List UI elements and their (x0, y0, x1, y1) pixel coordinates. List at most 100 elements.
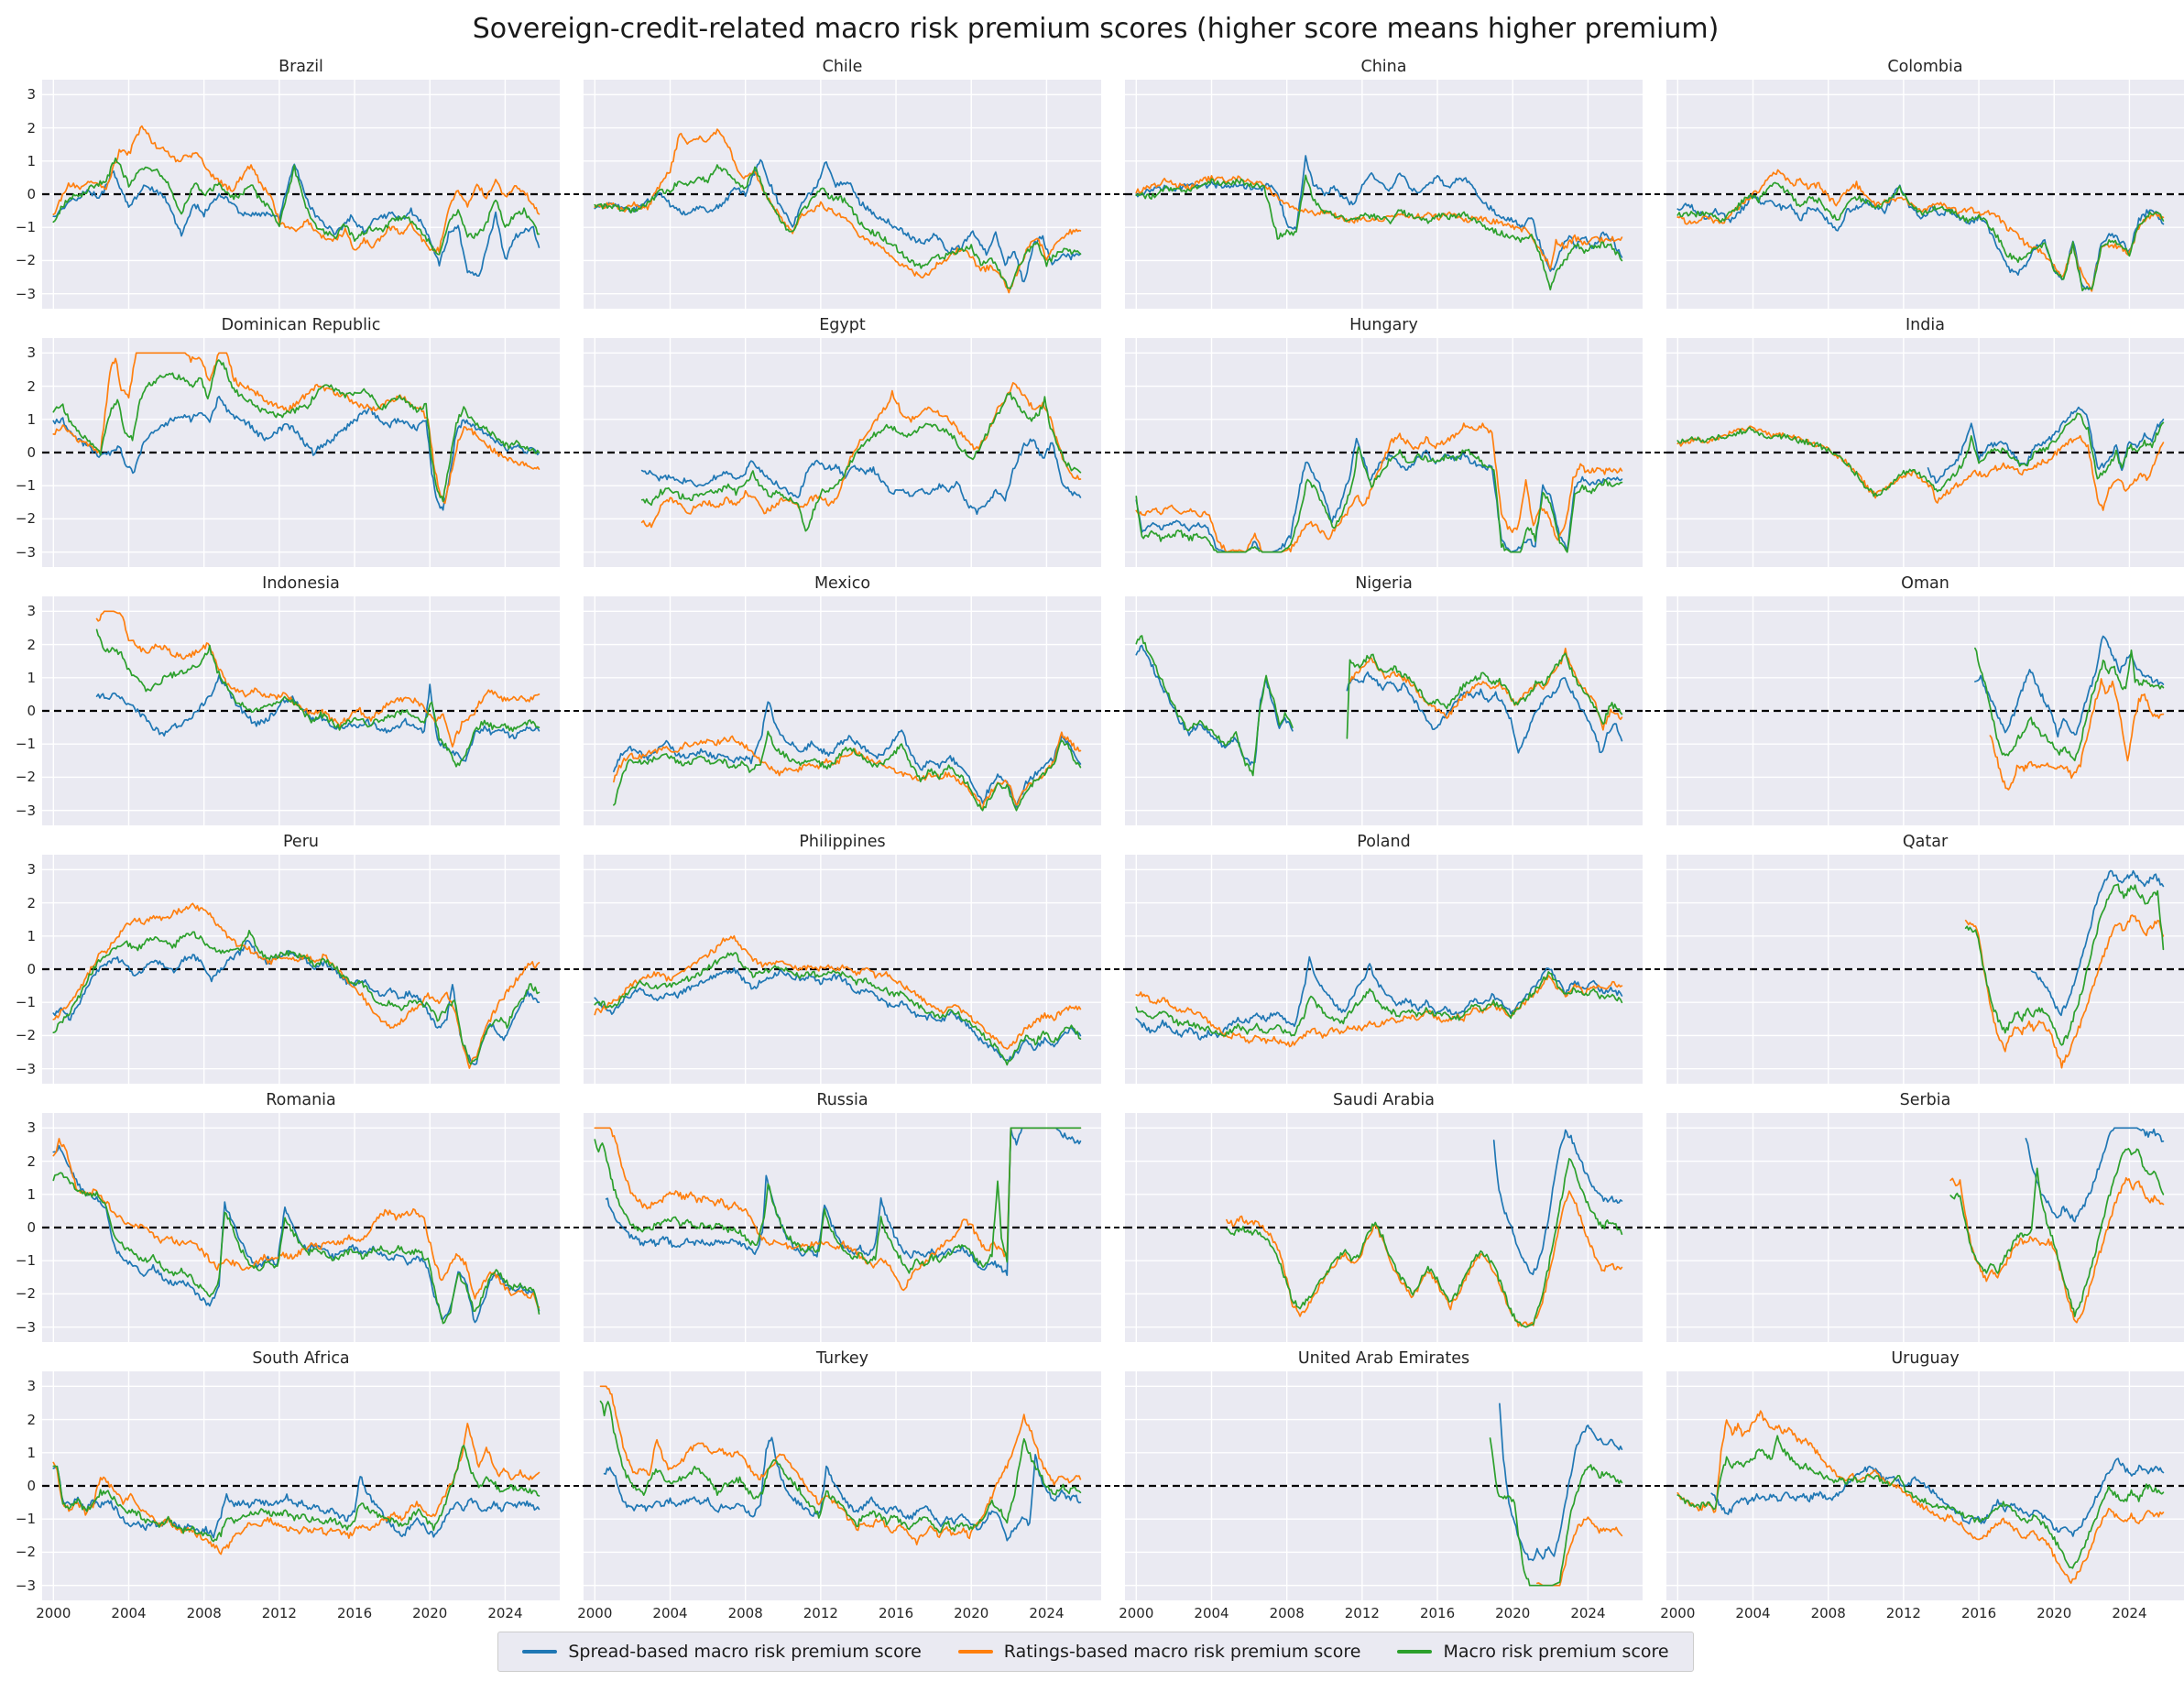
subplot-united-arab-emirates: United Arab Emirates 2000 2004 2008 2012 2016… (1119, 1348, 1643, 1624)
subplot-colombia: Colombia (1666, 56, 2184, 309)
series-line-spread (52, 1465, 541, 1539)
subplot-title: Mexico (814, 574, 871, 593)
y-tick-label: 1 (27, 152, 36, 169)
y-tick-label: −2 (15, 1544, 36, 1561)
zero-line-row-overlay (42, 1485, 2182, 1487)
x-tick-label: 2016 (878, 1605, 914, 1621)
subplot-title: Hungary (1349, 316, 1418, 334)
x-tick-label: 2020 (2037, 1605, 2072, 1621)
y-tick-label: 2 (27, 1152, 36, 1170)
plot-area-dominican-republic (42, 338, 560, 567)
y-tick-label: 2 (27, 1411, 36, 1428)
y-tick-label: −2 (15, 1027, 36, 1044)
series-line-spread (52, 395, 541, 511)
plot-area-oman (1666, 596, 2184, 825)
series-line-ratings (613, 731, 1082, 810)
subplot-row-5: 3 2 1 0 −1 −2 −3 Romania Russia Saudi Arabia Serbi… (7, 1089, 2184, 1342)
y-tick-label: −1 (15, 477, 36, 495)
series-line-spread (1135, 955, 1623, 1041)
legend: Spread-based macro risk premium score Ra… (7, 1632, 2184, 1681)
legend-label-macro: Macro risk premium score (1443, 1642, 1669, 1662)
subplot-mexico: Mexico (584, 573, 1101, 825)
legend-line-macro-icon (1397, 1650, 1433, 1654)
subplot-romania: Romania (42, 1089, 560, 1342)
legend-box: Spread-based macro risk premium score Ra… (497, 1632, 1694, 1672)
y-tick-label: 0 (27, 444, 36, 461)
plot-area-poland (1125, 855, 1643, 1084)
x-tick-label: 2008 (1269, 1605, 1305, 1621)
series-line-spread (1499, 1403, 1623, 1562)
subplot-title: Nigeria (1355, 574, 1413, 593)
series-line-spread (603, 1436, 1082, 1542)
y-tick-label: 3 (27, 344, 36, 362)
series-line-macro (1135, 446, 1623, 553)
series-line-macro (594, 1127, 1082, 1274)
zero-line-row-overlay (42, 968, 2182, 970)
zero-line-row-overlay (42, 710, 2182, 712)
y-tick-label: 0 (27, 961, 36, 977)
subplot-russia: Russia (584, 1089, 1101, 1342)
subplot-serbia: Serbia (1666, 1089, 2184, 1342)
y-tick-label: 3 (27, 86, 36, 104)
series-line-macro (52, 359, 541, 503)
series-line-macro (1974, 647, 2165, 762)
subplot-turkey: Turkey 2000 2004 2008 2012 2016 2020 2024 (577, 1348, 1101, 1624)
x-tick-label: 2016 (336, 1605, 373, 1621)
subplot-philippines: Philippines (584, 831, 1101, 1084)
series-line-macro (1489, 1437, 1623, 1587)
legend-line-ratings-icon (957, 1650, 993, 1654)
series-line-ratings (1135, 975, 1623, 1048)
series-line-spread (1492, 1129, 1623, 1276)
plot-area-hungary (1125, 338, 1643, 567)
x-axis-tick-labels: 2000 2004 2008 2012 2016 2020 2024 (1660, 1600, 2184, 1624)
subplot-title: Dominican Republic (221, 316, 381, 334)
y-tick-label: −2 (15, 510, 36, 528)
x-tick-label: 2024 (2112, 1605, 2147, 1621)
plot-area-nigeria (1125, 596, 1643, 825)
y-tick-label: 0 (27, 186, 36, 202)
y-tick-label: 1 (27, 927, 36, 944)
plot-area-colombia (1666, 80, 2184, 309)
subplot-brazil: Brazil (42, 56, 560, 309)
plot-area-russia (584, 1113, 1101, 1342)
series-line-ratings (1964, 914, 2165, 1069)
series-line-macro (52, 1445, 541, 1543)
subplot-title: Serbia (1899, 1091, 1951, 1109)
subplot-dominican-republic: Dominican Republic (42, 314, 560, 567)
x-tick-label: 2020 (412, 1605, 448, 1621)
series-line-spread (594, 967, 1082, 1063)
subplot-title: Qatar (1902, 833, 1949, 851)
series-line-spread (1927, 406, 2165, 485)
x-tick-label: 2008 (1810, 1605, 1846, 1621)
figure-title: Sovereign-credit-related macro risk prem… (472, 13, 1720, 45)
y-tick-label: −2 (15, 769, 36, 786)
x-axis-tick-labels: 2000 2004 2008 2012 2016 2020 2024 (36, 1600, 560, 1624)
legend-item-ratings: Ratings-based macro risk premium score (957, 1642, 1361, 1662)
series-line-spread (1135, 155, 1623, 272)
subplot-title: Peru (283, 833, 319, 851)
plot-area-india (1666, 338, 2184, 567)
x-tick-label: 2024 (1570, 1605, 1606, 1621)
subplot-title: South Africa (252, 1349, 350, 1368)
series-line-ratings (52, 352, 541, 505)
subplot-title: Egypt (819, 316, 866, 334)
y-tick-label: 0 (27, 703, 36, 719)
series-line-ratings (594, 934, 1082, 1050)
legend-label-spread: Spread-based macro risk premium score (568, 1642, 922, 1662)
x-tick-label: 2016 (1960, 1605, 1997, 1621)
series-line-macro (1964, 883, 2165, 1046)
series-line-ratings (1989, 678, 2165, 791)
series-line-macro (1949, 1147, 2165, 1317)
x-tick-label: 2008 (186, 1605, 222, 1621)
x-tick-label: 2020 (1495, 1605, 1531, 1621)
series-line-ratings (52, 1423, 541, 1555)
y-tick-label: 1 (27, 410, 36, 428)
series-line-spread (640, 438, 1082, 516)
x-tick-label: 2012 (1344, 1605, 1380, 1621)
subplot-title: Poland (1357, 833, 1411, 851)
x-tick-label: 2000 (577, 1605, 613, 1621)
legend-label-ratings: Ratings-based macro risk premium score (1003, 1642, 1361, 1662)
y-tick-label: −1 (15, 1511, 36, 1528)
series-line-ratings (1135, 175, 1623, 270)
series-line-spread (605, 1127, 1082, 1276)
